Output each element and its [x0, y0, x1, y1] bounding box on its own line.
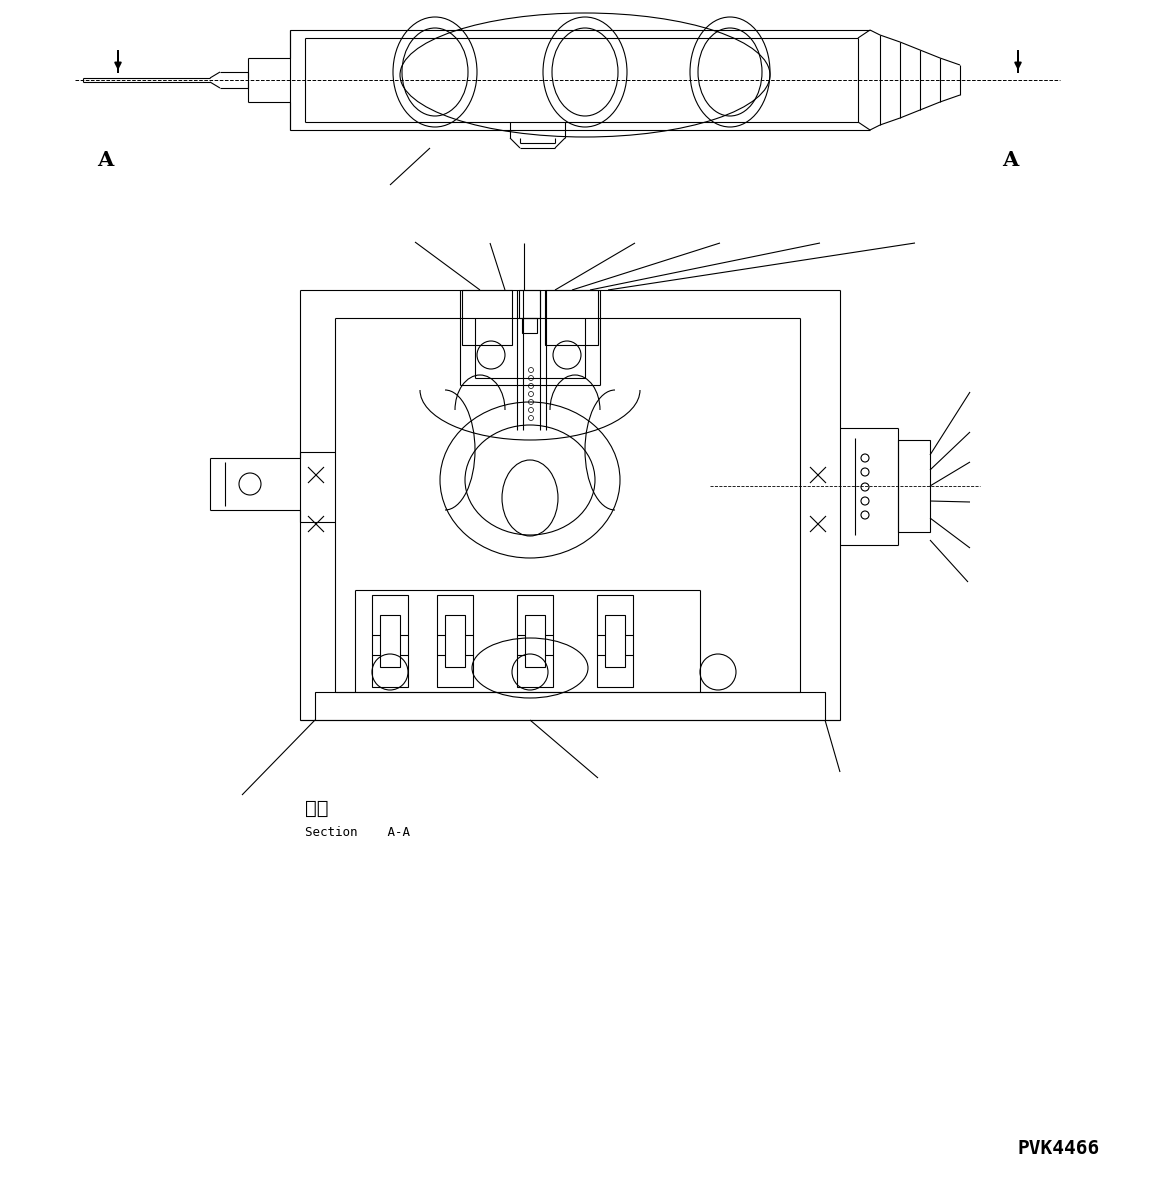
Bar [445, 615, 465, 667]
Text: A: A [97, 150, 113, 170]
Bar [315, 692, 825, 720]
Bar [545, 290, 598, 345]
Bar [371, 595, 408, 687]
Bar [380, 615, 399, 667]
Text: 断面: 断面 [305, 798, 328, 817]
Text: A: A [1002, 150, 1018, 170]
Text: PVK4466: PVK4466 [1017, 1139, 1100, 1158]
Bar [898, 440, 930, 532]
Bar [463, 290, 512, 345]
Bar [519, 290, 540, 318]
Bar [605, 615, 625, 667]
Bar [524, 615, 545, 667]
Bar [437, 595, 473, 687]
Bar [597, 595, 633, 687]
Text: Section    A-A: Section A-A [305, 825, 410, 838]
Bar [522, 318, 537, 332]
Bar [517, 595, 552, 687]
